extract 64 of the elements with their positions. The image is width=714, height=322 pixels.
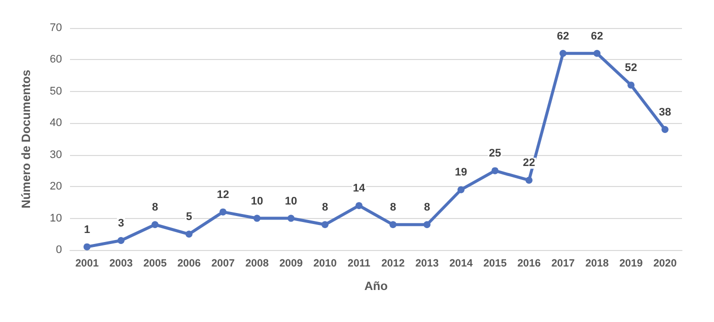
data-label: 62 bbox=[556, 30, 570, 42]
x-tick-label: 2020 bbox=[653, 258, 677, 270]
data-label: 8 bbox=[322, 202, 328, 214]
point bbox=[152, 221, 158, 228]
data-label: 8 bbox=[152, 202, 158, 214]
data-label: 8 bbox=[390, 202, 396, 214]
x-tick-label: 2017 bbox=[551, 258, 575, 270]
x-tick-label: 2019 bbox=[619, 258, 643, 270]
x-tick-label: 2016 bbox=[517, 258, 541, 270]
x-axis-title: Año bbox=[364, 279, 388, 293]
point bbox=[662, 126, 668, 133]
point bbox=[322, 221, 328, 228]
data-label: 52 bbox=[624, 62, 638, 74]
point bbox=[118, 236, 124, 244]
x-tick-label: 2013 bbox=[415, 258, 439, 270]
point bbox=[492, 167, 498, 174]
point bbox=[424, 221, 430, 228]
data-label: 19 bbox=[454, 166, 468, 179]
point bbox=[220, 208, 226, 216]
data-label: 62 bbox=[590, 30, 604, 42]
point bbox=[458, 186, 464, 194]
point bbox=[356, 202, 362, 210]
point bbox=[560, 50, 566, 57]
point bbox=[288, 214, 294, 222]
x-tick-label: 2006 bbox=[177, 258, 201, 270]
x-tick-label: 2008 bbox=[245, 258, 269, 270]
data-label: 25 bbox=[488, 148, 502, 160]
data-label: 12 bbox=[216, 188, 230, 201]
y-tick-label: 30 bbox=[50, 148, 62, 161]
data-label: 10 bbox=[250, 195, 264, 208]
x-tick-label: 2018 bbox=[585, 258, 609, 270]
x-tick-label: 2001 bbox=[75, 258, 99, 270]
x-tick-label: 2010 bbox=[313, 258, 337, 270]
x-tick-label: 2015 bbox=[483, 258, 507, 270]
x-tick-label: 2003 bbox=[109, 258, 133, 270]
point bbox=[628, 82, 634, 89]
point bbox=[254, 214, 260, 222]
data-label: 8 bbox=[424, 202, 430, 214]
data-label: 1 bbox=[84, 224, 90, 236]
x-tick-label: 2012 bbox=[381, 258, 405, 270]
point bbox=[186, 230, 192, 238]
y-axis-title: Número de Documentos bbox=[19, 69, 33, 208]
x-tick-label: 2007 bbox=[211, 258, 235, 270]
y-tick-label: 40 bbox=[50, 117, 62, 130]
x-tick-label: 2014 bbox=[449, 258, 473, 270]
y-tick-label: 0 bbox=[56, 244, 62, 256]
y-tick-label: 50 bbox=[50, 85, 62, 98]
data-label: 38 bbox=[658, 106, 672, 118]
point bbox=[594, 50, 600, 57]
y-tick-label: 70 bbox=[50, 22, 62, 34]
data-label: 3 bbox=[118, 217, 124, 230]
data-label: 14 bbox=[352, 182, 366, 195]
x-tick-label: 2011 bbox=[348, 258, 371, 270]
y-tick-label: 20 bbox=[50, 180, 62, 193]
point bbox=[390, 221, 396, 228]
x-tick-label: 2009 bbox=[279, 258, 303, 270]
data-label: 22 bbox=[522, 157, 536, 170]
point bbox=[84, 243, 90, 250]
data-label: 5 bbox=[186, 211, 192, 224]
data-label: 10 bbox=[284, 195, 298, 208]
x-tick-label: 2005 bbox=[143, 258, 167, 270]
y-tick-label: 10 bbox=[50, 212, 62, 224]
point bbox=[526, 176, 532, 184]
y-tick-label: 60 bbox=[50, 54, 62, 66]
